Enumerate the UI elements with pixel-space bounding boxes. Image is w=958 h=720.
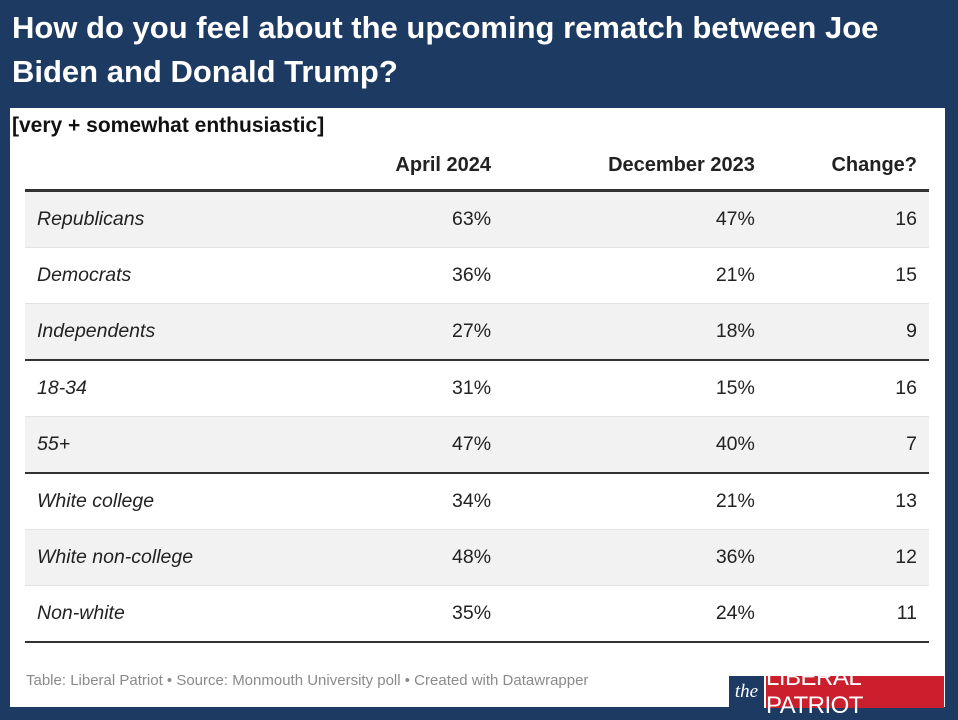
april-2024-cell: 36%: [324, 247, 504, 304]
source-footer: Table: Liberal Patriot • Source: Monmout…: [26, 672, 589, 689]
column-header-change: Change?: [766, 141, 929, 192]
table-row: Non-white 35% 24% 11: [25, 585, 929, 643]
table-row: Independents 27% 18% 9: [25, 303, 929, 361]
column-header-december-2023: December 2023: [503, 141, 767, 192]
row-label: 55+: [25, 416, 325, 474]
column-header-label: [25, 141, 325, 192]
row-label: White non-college: [25, 529, 325, 586]
column-header-april-2024: April 2024: [324, 141, 504, 192]
change-cell: 16: [766, 190, 929, 248]
table-header-row: April 2024 December 2023 Change?: [25, 141, 929, 192]
table-row: 55+ 47% 40% 7: [25, 416, 929, 474]
row-label: Republicans: [25, 190, 325, 248]
table-row: Democrats 36% 21% 15: [25, 247, 929, 304]
row-label: Independents: [25, 303, 325, 361]
row-label: White college: [25, 473, 325, 530]
row-label: Non-white: [25, 585, 325, 643]
change-cell: 13: [766, 473, 929, 530]
december-2023-cell: 40%: [503, 416, 767, 474]
change-cell: 9: [766, 303, 929, 361]
change-cell: 16: [766, 360, 929, 417]
change-cell: 12: [766, 529, 929, 586]
december-2023-cell: 24%: [503, 585, 767, 643]
data-table: April 2024 December 2023 Change? Republi…: [25, 141, 929, 643]
december-2023-cell: 36%: [503, 529, 767, 586]
table-row: White non-college 48% 36% 12: [25, 529, 929, 586]
table-row: Republicans 63% 47% 16: [25, 190, 929, 248]
table-row: White college 34% 21% 13: [25, 473, 929, 530]
april-2024-cell: 34%: [324, 473, 504, 530]
april-2024-cell: 63%: [324, 190, 504, 248]
december-2023-cell: 15%: [503, 360, 767, 417]
row-label: 18-34: [25, 360, 325, 417]
table-row: 18-34 31% 15% 16: [25, 360, 929, 417]
december-2023-cell: 47%: [503, 190, 767, 248]
logo-the-text: the: [729, 676, 764, 708]
logo-name-text: LIBERAL PATRIOT: [764, 664, 944, 719]
december-2023-cell: 21%: [503, 247, 767, 304]
change-cell: 7: [766, 416, 929, 474]
december-2023-cell: 21%: [503, 473, 767, 530]
table-subtitle: [very + somewhat enthusiastic]: [12, 114, 325, 137]
april-2024-cell: 31%: [324, 360, 504, 417]
december-2023-cell: 18%: [503, 303, 767, 361]
april-2024-cell: 47%: [324, 416, 504, 474]
row-label: Democrats: [25, 247, 325, 304]
april-2024-cell: 27%: [324, 303, 504, 361]
liberal-patriot-logo: the LIBERAL PATRIOT: [729, 664, 944, 719]
april-2024-cell: 35%: [324, 585, 504, 643]
change-cell: 11: [766, 585, 929, 643]
page-title: How do you feel about the upcoming remat…: [12, 10, 879, 89]
change-cell: 15: [766, 247, 929, 304]
april-2024-cell: 48%: [324, 529, 504, 586]
table-panel: [very + somewhat enthusiastic] April 202…: [10, 108, 945, 707]
